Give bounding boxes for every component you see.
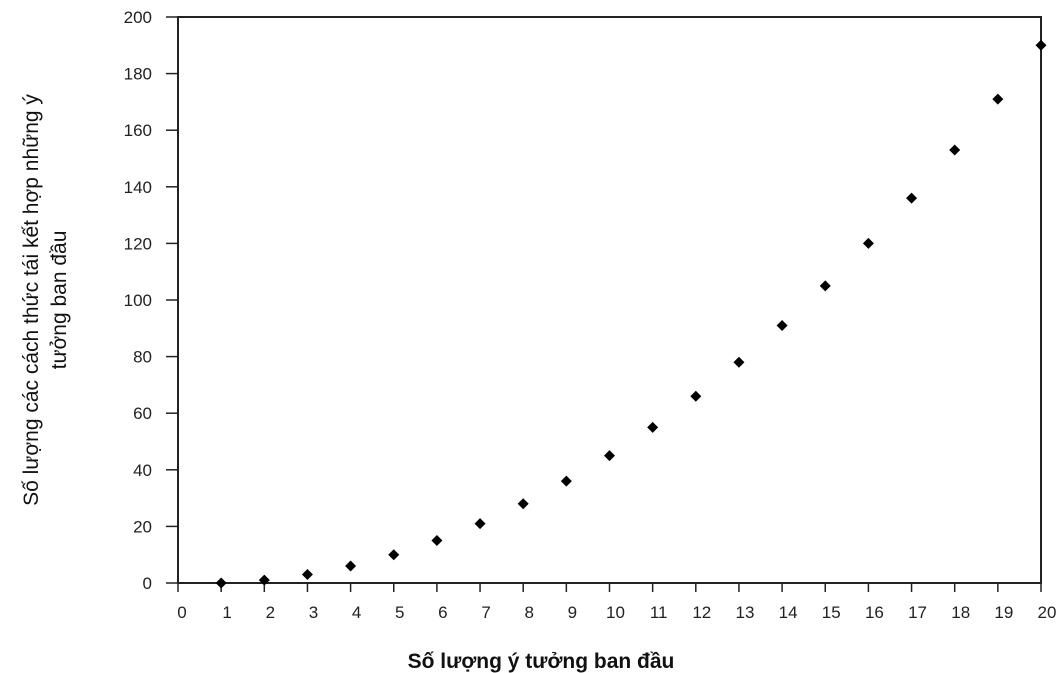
x-tick-label: 9 xyxy=(568,603,577,622)
data-point xyxy=(258,574,270,586)
x-tick-label: 14 xyxy=(779,603,798,622)
data-point xyxy=(604,450,615,462)
data-points xyxy=(215,39,1047,589)
data-point xyxy=(301,569,313,581)
x-tick-label: 12 xyxy=(692,603,711,622)
x-axis-title: Số lượng ý tưởng ban đầu xyxy=(408,650,675,673)
data-point xyxy=(862,237,874,249)
x-tick-label: 19 xyxy=(994,603,1013,622)
data-point xyxy=(992,93,1004,105)
x-axis-ticks: 0 1 2 3 4 5 6 7 8 9 10 11 12 13 14 15 16 17 18 19 20 xyxy=(177,583,1056,622)
data-point xyxy=(431,535,443,547)
x-tick-label: 2 xyxy=(266,603,275,622)
y-tick-label: 80 xyxy=(133,348,152,367)
data-point xyxy=(690,390,702,402)
data-point xyxy=(215,577,227,589)
x-tick-label: 11 xyxy=(650,603,668,622)
y-tick-label: 0 xyxy=(143,574,152,593)
y-axis-title: Số lượng các cách thức tái kết hợp những… xyxy=(20,94,71,506)
y-tick-label: 140 xyxy=(124,178,152,197)
data-point xyxy=(906,192,918,204)
y-tick-label: 100 xyxy=(124,291,152,310)
data-point xyxy=(474,518,486,530)
y-axis-title-line: tưởng ban đầu xyxy=(48,231,71,370)
x-tick-label: 13 xyxy=(735,603,754,622)
data-point xyxy=(949,144,961,156)
x-tick-label: 0 xyxy=(177,603,186,622)
data-point xyxy=(733,356,745,368)
x-tick-label: 3 xyxy=(309,603,318,622)
data-point xyxy=(560,475,572,487)
data-point xyxy=(345,560,357,572)
x-tick-label: 8 xyxy=(524,603,533,622)
x-tick-label: 1 xyxy=(222,603,231,622)
x-tick-label: 10 xyxy=(606,603,625,622)
x-tick-label: 5 xyxy=(395,603,404,622)
y-axis-ticks: 0 20 40 60 80 100 120 140 160 180 200 xyxy=(124,8,178,593)
y-tick-label: 40 xyxy=(133,461,152,480)
axes xyxy=(177,16,1042,584)
x-tick-label: 17 xyxy=(908,603,927,622)
y-tick-label: 60 xyxy=(133,404,152,423)
x-tick-label: 4 xyxy=(352,603,361,622)
y-tick-label: 160 xyxy=(124,121,152,140)
data-point xyxy=(388,549,400,561)
data-point xyxy=(819,280,831,292)
y-tick-label: 200 xyxy=(124,8,152,27)
x-tick-label: 15 xyxy=(822,603,841,622)
x-tick-label: 16 xyxy=(865,603,884,622)
y-tick-label: 120 xyxy=(124,234,152,253)
plot-frame xyxy=(177,16,1042,584)
x-tick-label: 7 xyxy=(481,603,490,622)
x-tick-label: 18 xyxy=(951,603,970,622)
x-tick-label: 6 xyxy=(438,603,447,622)
data-point xyxy=(647,421,659,433)
data-point xyxy=(776,319,788,331)
data-point xyxy=(1035,39,1047,51)
y-tick-label: 20 xyxy=(133,517,152,536)
y-axis-title-line: Số lượng các cách thức tái kết hợp những… xyxy=(20,94,43,506)
data-point xyxy=(517,498,529,510)
x-tick-label: 20 xyxy=(1038,603,1057,622)
y-tick-label: 180 xyxy=(124,65,152,84)
